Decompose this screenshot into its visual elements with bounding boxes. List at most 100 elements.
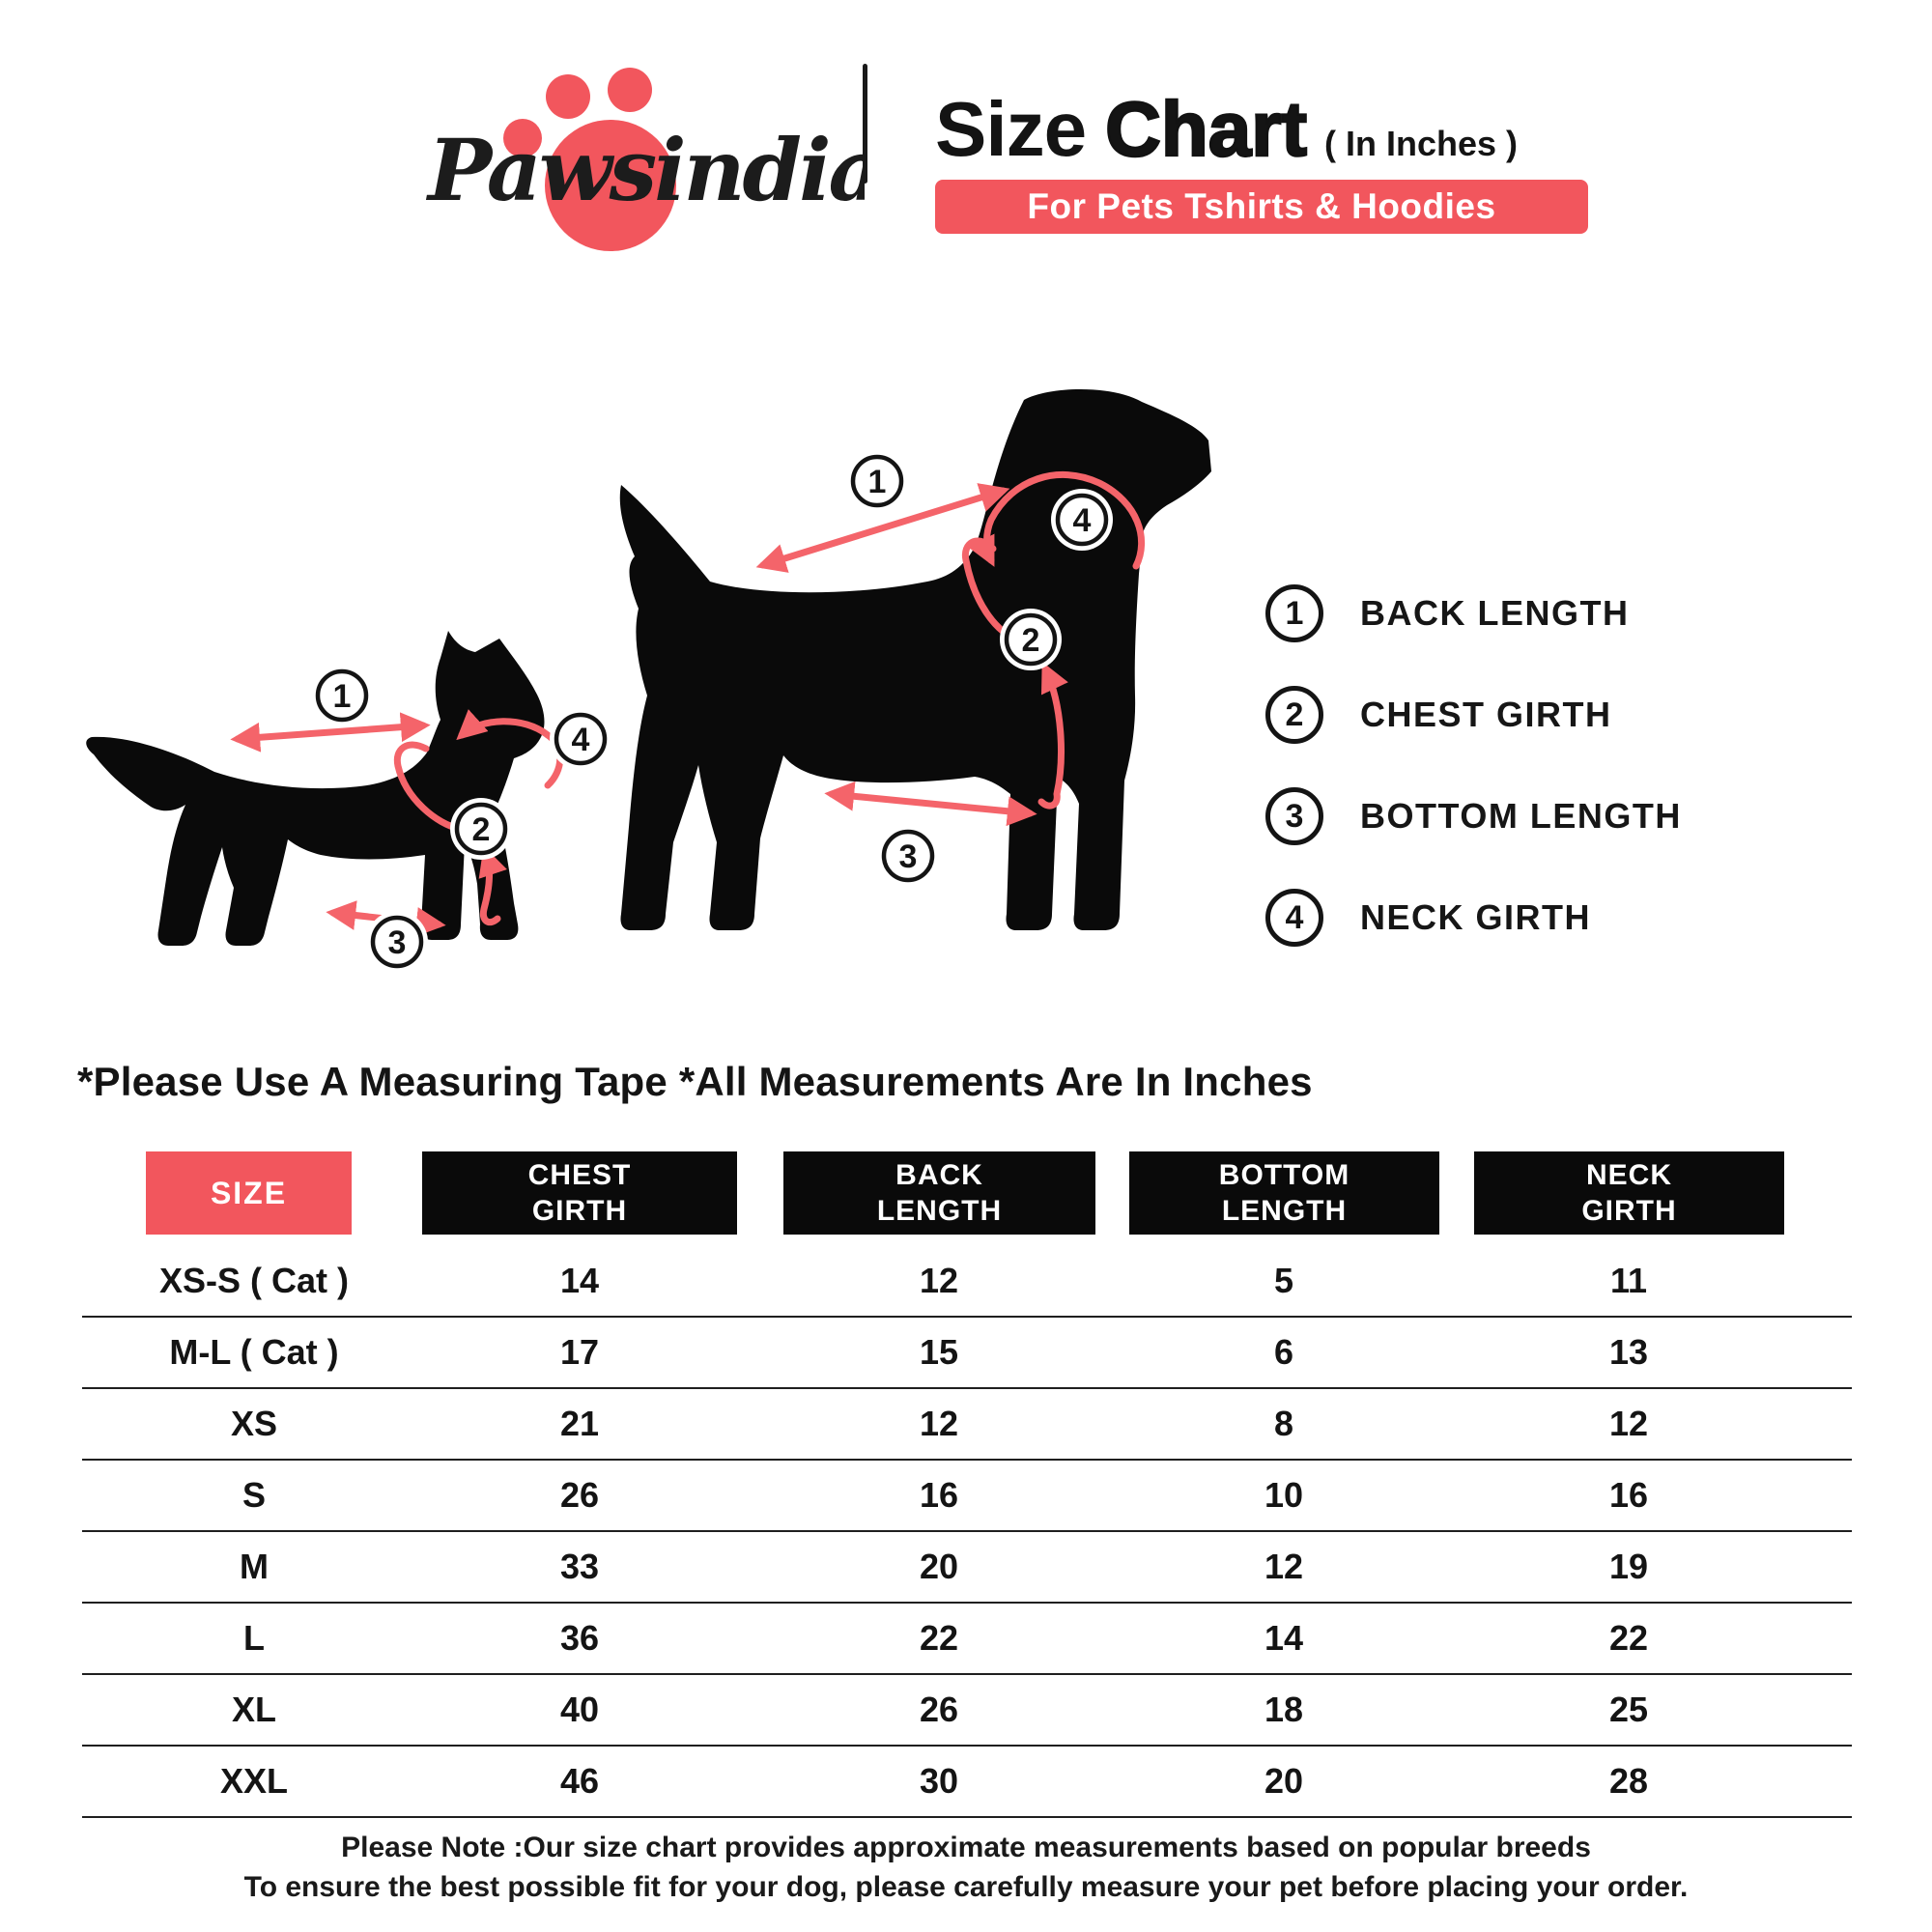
svg-text:2: 2 <box>1022 622 1040 659</box>
title-units: ( In Inches ) <box>1323 124 1519 163</box>
chest-girth-cell: 46 <box>559 1761 600 1801</box>
table-row-xxl: XXL 46 30 20 28 <box>82 1747 1852 1818</box>
cat-badge-3: 3 <box>366 911 428 973</box>
back-length-cell: 16 <box>919 1475 959 1515</box>
dog-badge-1: 1 <box>846 450 908 512</box>
legend-item-chest-girth: 2 CHEST GIRTH <box>1265 686 1612 744</box>
dog-badge-2: 2 <box>1000 609 1062 670</box>
legend-badge-1: 1 <box>1265 584 1323 642</box>
dog-badge-4: 4 <box>1051 489 1113 551</box>
table-row-xl: XL 40 26 18 25 <box>82 1675 1852 1747</box>
neck-girth-cell: 28 <box>1608 1761 1649 1801</box>
page-title: Size Chart ( In Inches ) <box>935 85 1518 174</box>
cat-neck-girth-arc <box>456 709 564 789</box>
neck-girth-cell: 13 <box>1608 1332 1649 1372</box>
svg-text:1: 1 <box>868 464 887 500</box>
cat-badge-4: 4 <box>550 708 611 770</box>
legend-label-chest-girth: CHEST GIRTH <box>1360 695 1612 734</box>
neck-girth-cell: 19 <box>1608 1547 1649 1586</box>
legend-badge-4: 4 <box>1265 889 1323 947</box>
footer-note: Please Note :Our size chart provides app… <box>0 1828 1932 1907</box>
chest-girth-cell: 21 <box>559 1404 600 1443</box>
measuring-note: *Please Use A Measuring Tape *All Measur… <box>77 1059 1313 1104</box>
brand-logo: Pawsindia <box>425 68 865 251</box>
cat-badge-2: 2 <box>450 798 512 860</box>
bottom-length-cell: 18 <box>1264 1690 1304 1729</box>
brand-name: Pawsindia <box>425 120 865 220</box>
footer-note-line2: To ensure the best possible fit for your… <box>243 1871 1689 1903</box>
legend-badge-2: 2 <box>1265 686 1323 744</box>
size-cell: XS <box>230 1404 278 1443</box>
header-divider <box>863 64 867 184</box>
neck-girth-cell: 12 <box>1608 1404 1649 1443</box>
table-row-m: M 33 20 12 19 <box>82 1532 1852 1604</box>
svg-text:2: 2 <box>472 811 491 848</box>
svg-text:3: 3 <box>388 924 407 961</box>
dog-badge-3: 3 <box>877 825 939 887</box>
chest-girth-cell: 17 <box>559 1332 600 1372</box>
size-cell: XS-S ( Cat ) <box>158 1261 349 1300</box>
chest-girth-cell: 40 <box>559 1690 600 1729</box>
size-cell: S <box>242 1475 266 1515</box>
back-length-cell: 20 <box>919 1547 959 1586</box>
table-row-xs-s-cat: XS-S ( Cat ) 14 12 5 11 <box>82 1246 1852 1318</box>
cat-chest-girth-arc-top <box>393 741 464 833</box>
back-length-cell: 12 <box>919 1404 959 1443</box>
cat-measurement-diagram: 1 2 3 4 <box>86 631 611 973</box>
column-header-neck-girth: NECK GIRTH <box>1474 1151 1784 1235</box>
neck-girth-cell: 25 <box>1608 1690 1649 1729</box>
back-length-cell: 12 <box>919 1261 959 1300</box>
neck-girth-cell: 11 <box>1609 1261 1648 1300</box>
column-header-back-length: BACK LENGTH <box>783 1151 1095 1235</box>
svg-text:4: 4 <box>1073 502 1092 539</box>
table-row-m-l-cat: M-L ( Cat ) 17 15 6 13 <box>82 1318 1852 1389</box>
back-length-cell: 26 <box>919 1690 959 1729</box>
neck-girth-cell: 22 <box>1608 1618 1649 1658</box>
column-header-bottom-length: BOTTOM LENGTH <box>1129 1151 1439 1235</box>
size-cell: M <box>240 1547 269 1586</box>
column-header-chest-girth: CHEST GIRTH <box>422 1151 737 1235</box>
cat-silhouette <box>86 631 545 946</box>
dog-chest-girth-arc-bottom <box>1037 662 1068 810</box>
svg-text:4: 4 <box>572 722 590 758</box>
bottom-length-cell: 10 <box>1264 1475 1304 1515</box>
column-header-size: SIZE <box>146 1151 352 1235</box>
size-cell: L <box>243 1618 265 1658</box>
title-chart: Chart <box>1104 85 1308 174</box>
bottom-length-cell: 14 <box>1264 1618 1304 1658</box>
chest-girth-cell: 26 <box>559 1475 600 1515</box>
dog-measurement-diagram: 1 2 3 4 <box>619 389 1211 930</box>
chest-girth-cell: 14 <box>559 1261 600 1300</box>
size-cell: XXL <box>219 1761 288 1801</box>
back-length-cell: 30 <box>919 1761 959 1801</box>
bottom-length-cell: 6 <box>1273 1332 1294 1372</box>
title-size: Size <box>935 86 1087 172</box>
bottom-length-cell: 5 <box>1273 1261 1294 1300</box>
legend-label-neck-girth: NECK GIRTH <box>1360 897 1591 937</box>
table-row-l: L 36 22 14 22 <box>82 1604 1852 1675</box>
svg-text:3: 3 <box>899 838 918 875</box>
paw-icon <box>503 68 676 251</box>
bottom-length-cell: 12 <box>1264 1547 1304 1586</box>
legend-label-back-length: BACK LENGTH <box>1360 593 1630 633</box>
legend-item-bottom-length: 3 BOTTOM LENGTH <box>1265 787 1682 845</box>
dog-neck-girth-arc <box>967 470 1146 570</box>
bottom-length-cell: 8 <box>1273 1404 1294 1443</box>
footer-note-line1: Please Note :Our size chart provides app… <box>341 1832 1591 1863</box>
neck-girth-cell: 16 <box>1608 1475 1649 1515</box>
chest-girth-cell: 36 <box>559 1618 600 1658</box>
size-cell: M-L ( Cat ) <box>169 1332 339 1372</box>
dog-back-length-arrow <box>755 483 1010 573</box>
table-row-s: S 26 16 10 16 <box>82 1461 1852 1532</box>
legend-badge-3: 3 <box>1265 787 1323 845</box>
bottom-length-cell: 20 <box>1264 1761 1304 1801</box>
cat-badge-1: 1 <box>311 665 373 726</box>
size-table: XS-S ( Cat ) 14 12 5 11 M-L ( Cat ) 17 1… <box>82 1246 1852 1818</box>
chest-girth-cell: 33 <box>559 1547 600 1586</box>
legend-item-back-length: 1 BACK LENGTH <box>1265 584 1629 642</box>
subtitle-banner: For Pets Tshirts & Hoodies <box>935 180 1588 234</box>
back-length-cell: 22 <box>919 1618 959 1658</box>
back-length-cell: 15 <box>919 1332 959 1372</box>
size-cell: XL <box>231 1690 276 1729</box>
